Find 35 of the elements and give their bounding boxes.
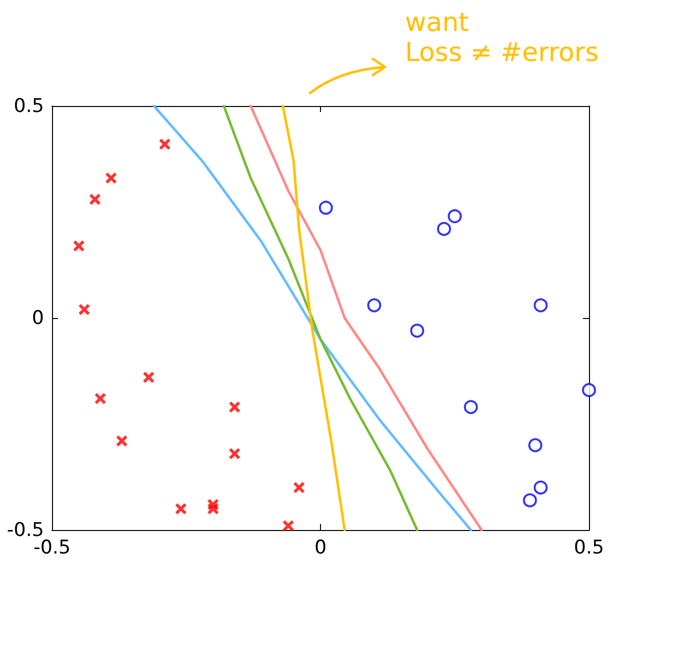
point — [228, 448, 241, 460]
point — [534, 298, 548, 312]
y-tick-label: 0 — [32, 307, 44, 329]
line-series — [152, 104, 472, 532]
point — [367, 298, 382, 312]
point — [582, 383, 596, 398]
point — [158, 138, 171, 150]
point — [464, 400, 478, 414]
point — [228, 401, 241, 414]
point — [174, 502, 187, 515]
line-series — [249, 104, 483, 532]
point — [78, 304, 90, 316]
point — [293, 482, 306, 494]
point — [142, 371, 155, 384]
point — [522, 493, 537, 508]
text: want Loss ≠ #errors — [405, 8, 599, 68]
x-tick-label: 0.5 — [574, 536, 604, 558]
point — [282, 520, 294, 532]
point — [72, 240, 85, 252]
point — [528, 438, 542, 452]
point — [94, 392, 106, 405]
point — [116, 434, 128, 447]
point — [105, 172, 118, 184]
point — [534, 480, 548, 495]
point — [207, 498, 220, 511]
point — [448, 209, 462, 224]
line-series — [222, 104, 418, 532]
point — [410, 324, 424, 338]
point — [88, 193, 101, 206]
point — [437, 222, 452, 236]
line-series — [282, 104, 346, 532]
point — [207, 502, 220, 515]
y-tick-label: 0.5 — [14, 95, 44, 117]
point — [318, 200, 333, 215]
x-tick-label: 0 — [314, 536, 327, 558]
